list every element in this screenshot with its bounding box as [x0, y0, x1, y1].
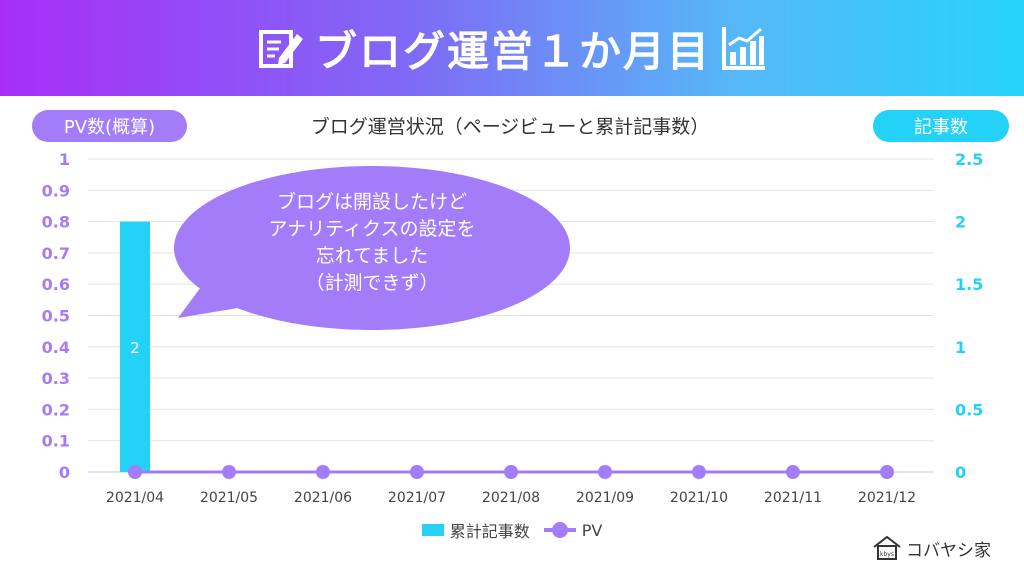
bar-series: 2 — [120, 221, 150, 472]
legend-item-line: PV — [543, 520, 603, 540]
x-axis-tick-label: 2021/08 — [482, 490, 540, 506]
legend-label-bar: 累計記事数 — [449, 522, 530, 541]
left-axis-tick-label: 0.2 — [42, 400, 70, 419]
left-axis-tick-label: 0.1 — [42, 432, 70, 451]
left-axis-tick-label: 0.3 — [42, 369, 70, 388]
legend-item-bar: 累計記事数 — [421, 518, 530, 542]
pv-point — [128, 465, 142, 479]
pv-point — [504, 465, 518, 479]
pv-point — [598, 465, 612, 479]
pv-point — [692, 465, 706, 479]
callout-line: ブログは開設したけど — [277, 190, 467, 213]
pv-point — [880, 465, 894, 479]
line-series — [128, 465, 894, 479]
pv-point — [222, 465, 236, 479]
x-axis-tick-label: 2021/11 — [764, 490, 822, 506]
legend-line-swatch — [543, 522, 576, 538]
left-axis-tick-label: 0.8 — [42, 213, 70, 232]
callout-tail — [178, 272, 262, 318]
callout-ellipse — [174, 166, 570, 330]
x-axis-tick-label: 2021/12 — [858, 490, 916, 506]
x-axis-tick-label: 2021/07 — [388, 490, 446, 506]
callout-line: （計測できず） — [305, 272, 438, 294]
legend: 累計記事数 PV — [0, 518, 1024, 542]
svg-text:kbys: kbys — [880, 551, 894, 558]
x-axis-tick-label: 2021/06 — [294, 490, 352, 506]
right-axis-ticks: 0 0.5 1 1.5 2 2.5 — [955, 150, 983, 482]
chart-title: ブログ運営状況（ページビューと累計記事数） — [310, 116, 710, 138]
left-axis-tick-label: 0 — [59, 463, 70, 482]
right-axis-tick-label: 0.5 — [955, 400, 983, 419]
left-axis-ticks: 0 0.1 0.2 0.3 0.4 0.5 0.6 0.7 0.8 0.9 1 — [42, 150, 70, 482]
pv-point — [786, 465, 800, 479]
callout-line: 忘れてました — [316, 245, 428, 267]
left-axis-pill: PV数(概算) — [32, 110, 187, 142]
x-axis-tick-label: 2021/05 — [200, 490, 258, 506]
x-axis-ticks: 2021/04 2021/05 2021/06 2021/07 2021/08 2021/… — [106, 490, 916, 506]
bar-chart-icon — [722, 27, 765, 70]
right-axis-tick-label: 2 — [955, 213, 966, 232]
pv-point — [410, 465, 424, 479]
pv-point — [316, 465, 330, 479]
x-axis-tick-label: 2021/09 — [576, 490, 634, 506]
left-axis-tick-label: 1 — [59, 150, 70, 169]
right-axis-tick-label: 0 — [955, 463, 966, 482]
brand-logo: kbys コバヤシ家 — [872, 535, 991, 561]
title-banner: ブログ運営１か月目 — [0, 0, 1024, 96]
left-axis-tick-label: 0.5 — [42, 307, 70, 326]
left-axis-tick-label: 0.7 — [42, 244, 70, 263]
left-axis-tick-label: 0.6 — [42, 275, 70, 294]
house-logo-icon: kbys — [873, 535, 901, 560]
edit-note-icon — [258, 30, 303, 68]
bar — [120, 221, 150, 472]
legend-bar-swatch — [421, 524, 444, 536]
page-title: ブログ運営１か月目 — [314, 26, 711, 76]
x-axis-tick-label: 2021/04 — [106, 490, 164, 506]
x-axis-tick-label: 2021/10 — [670, 490, 728, 506]
callout-text: ブログは開設したけどアナリティクスの設定を忘れてました （計測できず） — [269, 190, 476, 294]
right-axis-tick-label: 1 — [955, 338, 966, 357]
right-axis-pill: 記事数 — [873, 110, 1009, 142]
right-axis-tick-label: 2.5 — [955, 150, 983, 169]
left-axis-tick-label: 0.4 — [42, 338, 70, 357]
bar-data-label: 2 — [130, 339, 140, 357]
callout-bubble: ブログは開設したけどアナリティクスの設定を忘れてました （計測できず） — [174, 166, 570, 330]
left-axis-tick-label: 0.9 — [42, 181, 70, 200]
callout-line: アナリティクスの設定を — [269, 218, 476, 240]
right-axis-tick-label: 1.5 — [955, 275, 983, 294]
logo-text: コバヤシ家 — [906, 540, 991, 561]
legend-label-line: PV — [581, 520, 603, 540]
